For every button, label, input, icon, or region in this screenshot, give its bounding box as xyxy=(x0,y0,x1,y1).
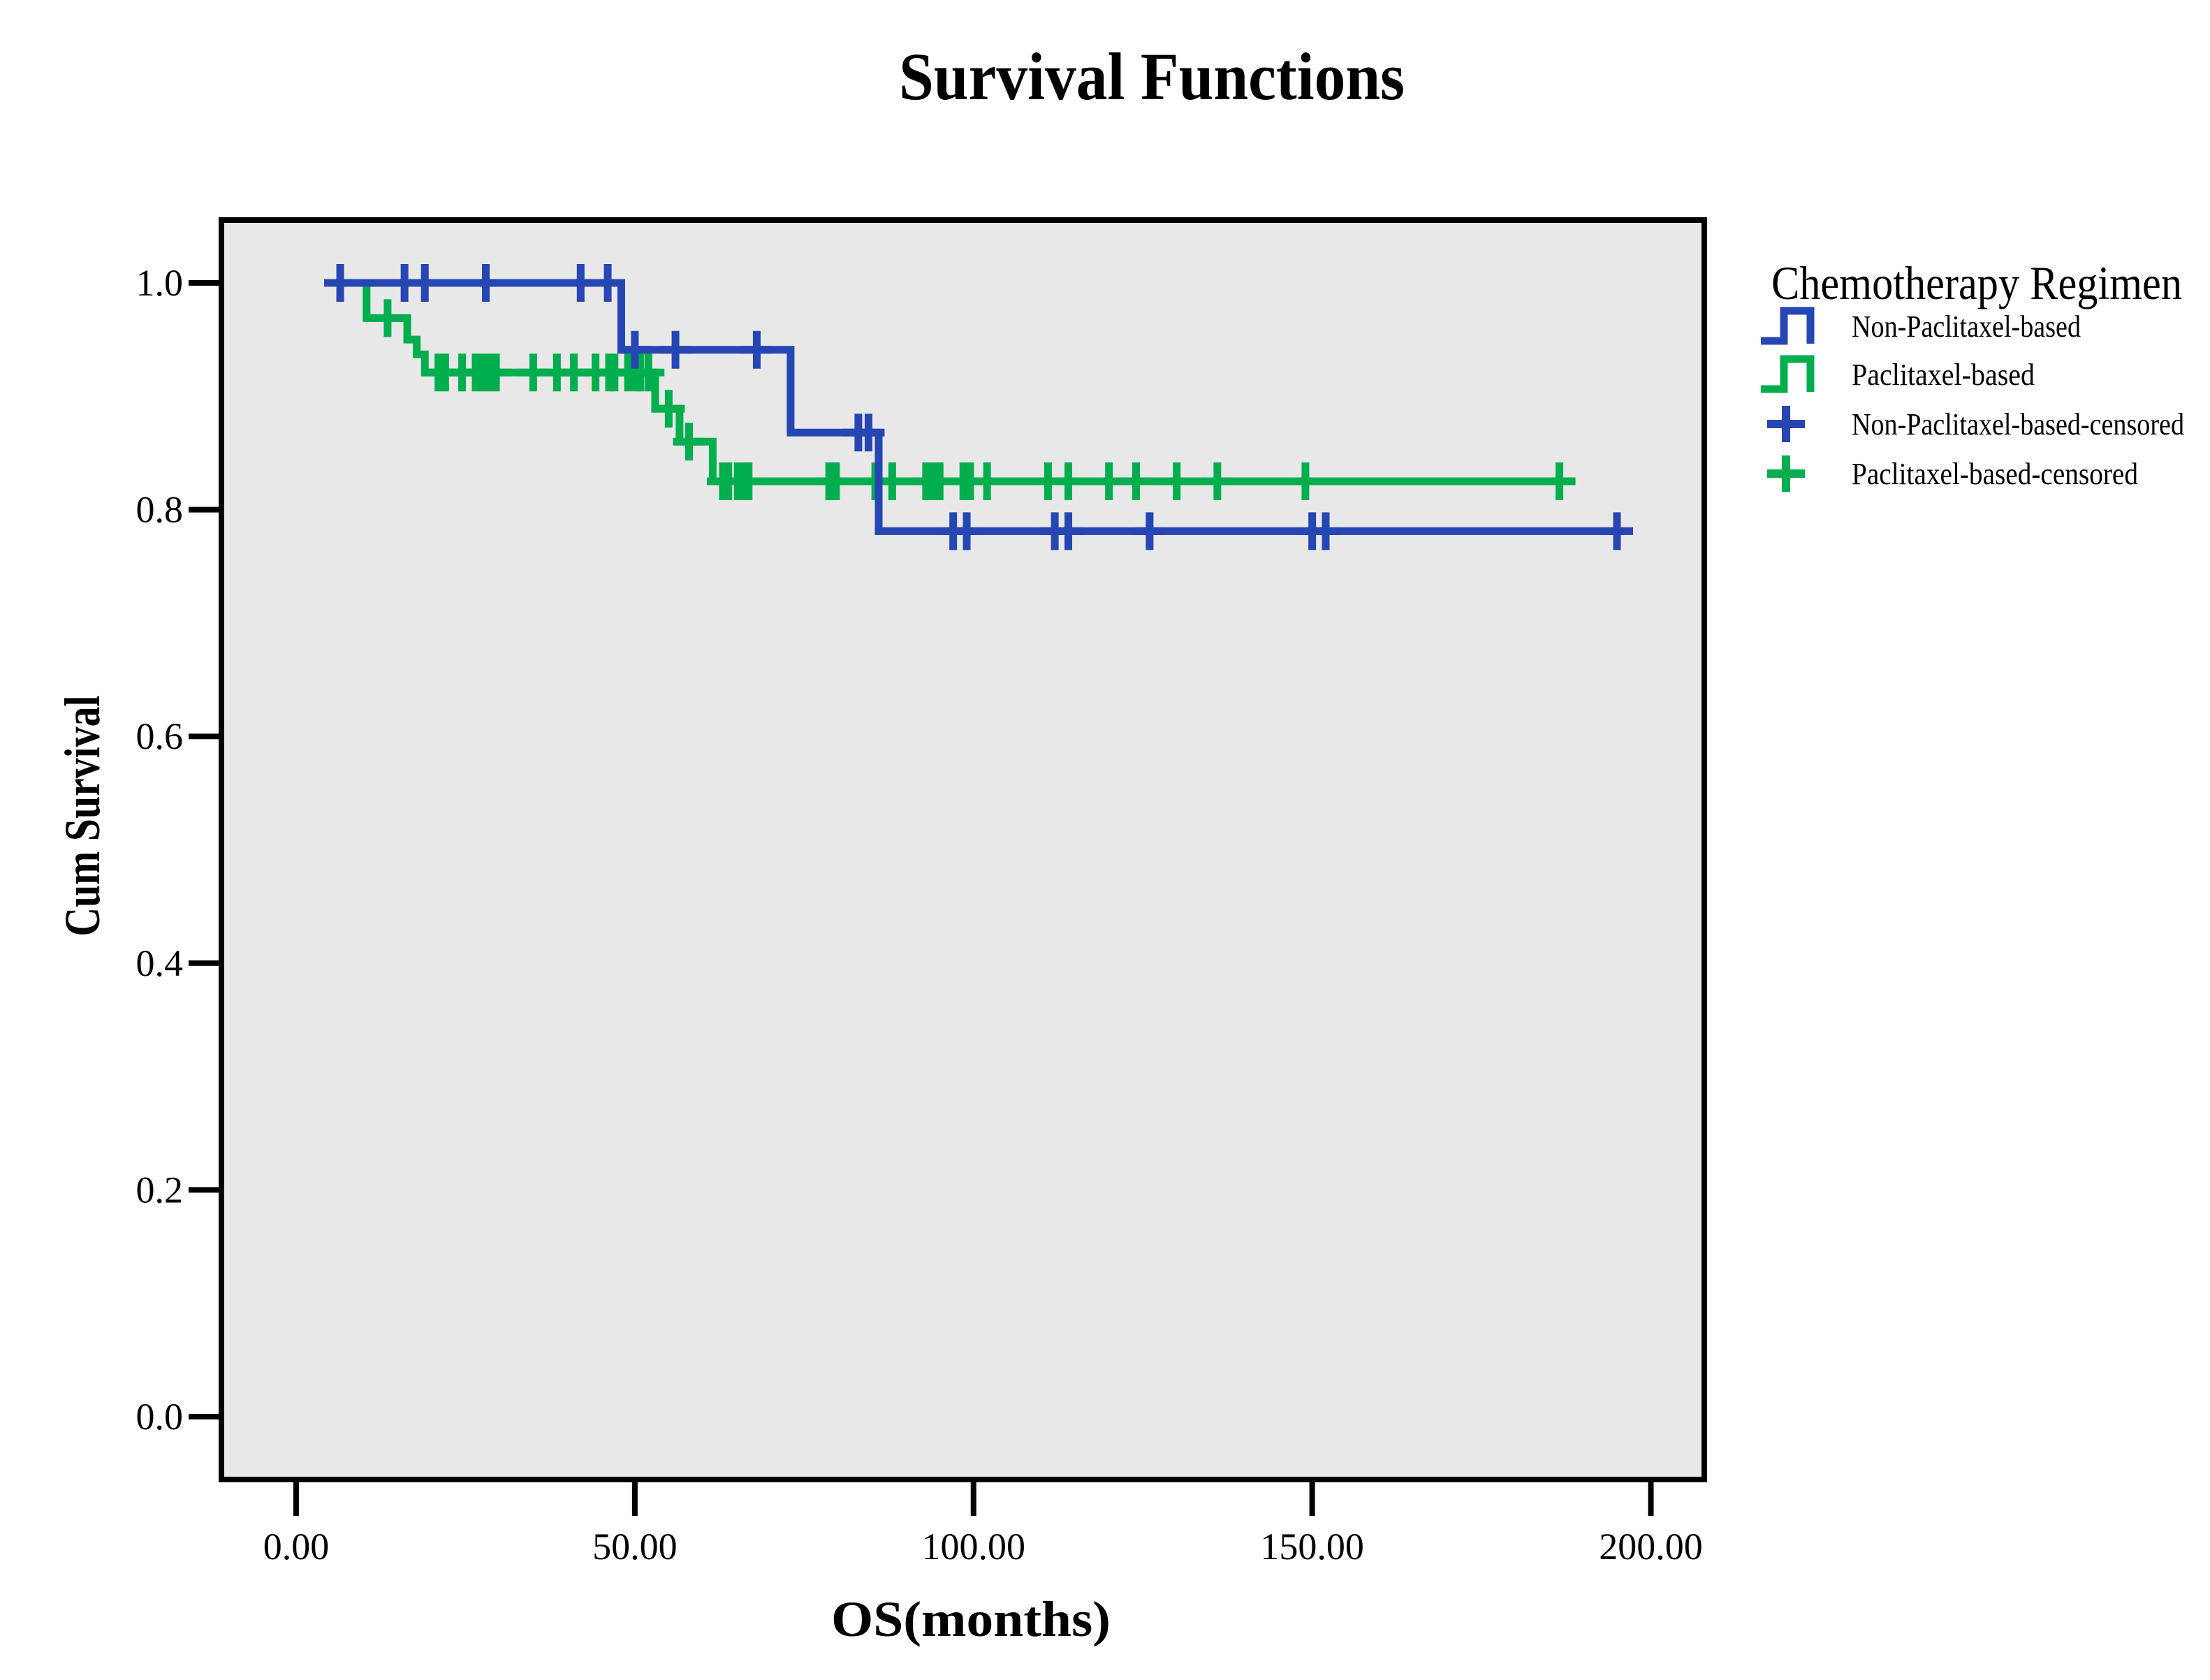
censor-plus-icon xyxy=(469,264,502,302)
legend-title: Chemotherapy Regimen xyxy=(1771,256,2182,309)
step-icon xyxy=(1761,307,1815,345)
censor-plus-icon xyxy=(819,462,852,501)
censor-plus-icon xyxy=(1201,462,1234,501)
y-tick-label-0.6: 0.6 xyxy=(136,715,184,757)
censor-plus-icon xyxy=(1601,512,1634,550)
legend-item-paclitaxel-based-censored: Paclitaxel-based-censored xyxy=(1767,455,2138,492)
censor-plus-icon xyxy=(951,512,983,550)
censor-plus-icon xyxy=(1052,512,1085,550)
censor-plus-icon xyxy=(409,264,441,302)
censor-plus-icon xyxy=(1289,462,1322,501)
censor-plus-icon xyxy=(1160,462,1193,501)
censor-plus-icon xyxy=(971,462,1004,501)
censor-plus-icon xyxy=(564,264,597,302)
x-tick-label-150.00: 150.00 xyxy=(1260,1526,1364,1568)
censor-plus-icon xyxy=(1133,512,1166,550)
censor-plus-icon xyxy=(1120,462,1152,501)
x-tick-label-200.00: 200.00 xyxy=(1599,1526,1703,1568)
series-non-paclitaxel-based-censor-marks xyxy=(324,264,1634,550)
step-icon xyxy=(1761,355,1815,393)
y-tick-label-1.0: 1.0 xyxy=(136,262,184,304)
plus-icon xyxy=(1767,406,1805,442)
legend-item-label: Non-Paclitaxel-based xyxy=(1852,309,2081,344)
censor-plus-icon xyxy=(618,330,651,369)
legend-item-non-paclitaxel-based-censored: Non-Paclitaxel-based-censored xyxy=(1767,406,2184,442)
y-axis-title: Cum Survival xyxy=(54,696,110,937)
censor-plus-icon xyxy=(852,414,885,452)
censor-plus-icon xyxy=(480,353,513,392)
legend-item-non-paclitaxel-based: Non-Paclitaxel-based xyxy=(1761,307,2081,345)
legend-item-paclitaxel-based: Paclitaxel-based xyxy=(1761,355,2035,393)
censor-plus-icon xyxy=(371,299,404,337)
censor-plus-icon xyxy=(1092,462,1125,501)
series-paclitaxel-based-censor-marks xyxy=(371,299,1576,501)
censor-plus-icon xyxy=(740,330,773,369)
censor-plus-icon xyxy=(632,353,665,392)
x-tick-label-100.00: 100.00 xyxy=(922,1526,1026,1568)
censor-plus-icon xyxy=(324,264,357,302)
legend-item-label: Paclitaxel-based xyxy=(1852,358,2035,392)
censor-plus-icon xyxy=(1310,512,1342,550)
x-axis-ticks: 0.00 50.00 100.00 150.00 200.00 xyxy=(263,1482,1703,1568)
censor-plus-icon xyxy=(659,330,692,369)
censor-plus-icon xyxy=(592,264,624,302)
censor-plus-icon xyxy=(652,390,685,428)
y-tick-label-0.4: 0.4 xyxy=(136,942,184,984)
y-tick-label-0.8: 0.8 xyxy=(136,489,184,531)
x-axis-title: OS(months) xyxy=(831,1591,1111,1647)
legend: Non-Paclitaxel-based Paclitaxel-based Non-… xyxy=(1761,307,2184,492)
censor-plus-icon xyxy=(673,423,705,461)
legend-item-label: Paclitaxel-based-censored xyxy=(1852,457,2138,491)
chart-title: Survival Functions xyxy=(899,39,1405,114)
censor-plus-icon xyxy=(732,462,765,501)
legend-item-label: Non-Paclitaxel-based-censored xyxy=(1852,407,2184,441)
survival-curves xyxy=(324,264,1634,550)
y-axis-ticks: 0.0 0.2 0.4 0.6 0.8 1.0 xyxy=(136,262,219,1438)
y-tick-label-0.2: 0.2 xyxy=(136,1169,184,1211)
censor-plus-icon xyxy=(1543,462,1576,501)
plot-area xyxy=(219,217,1707,1482)
y-tick-label-0.0: 0.0 xyxy=(136,1396,184,1438)
series-non-paclitaxel-based-line xyxy=(330,279,1624,535)
censor-plus-icon xyxy=(1052,462,1085,501)
plus-icon xyxy=(1767,455,1805,492)
x-tick-label-0.00: 0.00 xyxy=(263,1526,330,1568)
x-tick-label-50.00: 50.00 xyxy=(592,1526,678,1568)
